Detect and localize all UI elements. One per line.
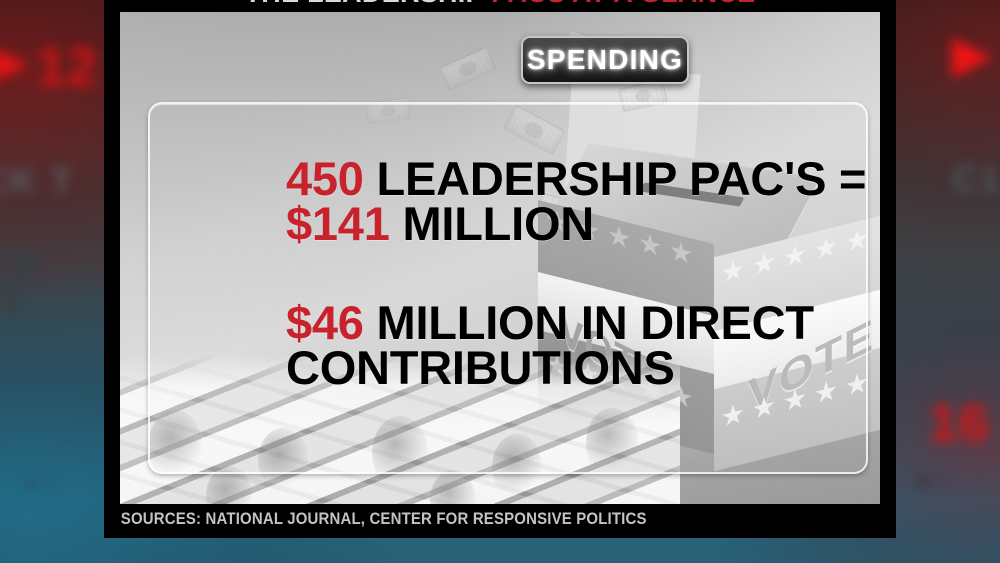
sources-label: SOURCES: NATIONAL JOURNAL, CENTER FOR RE…	[120, 509, 647, 528]
play-triangle-right-icon	[952, 38, 992, 78]
stat-text: MILLION	[389, 197, 594, 251]
stat-line: $46 MILLION IN DIRECT	[286, 299, 866, 346]
stat-line: 450 LEADERSHIP PAC'S =	[286, 155, 866, 202]
falling-bill	[438, 46, 498, 92]
stat-highlight: $141	[286, 197, 390, 251]
background-number-16: 16	[928, 393, 991, 453]
play-triangle-left-icon	[0, 48, 28, 82]
background-ticker-right: ▸ ▪	[920, 470, 950, 492]
stat-text: CONTRIBUTIONS	[286, 341, 675, 395]
stat-highlight: 450	[286, 152, 364, 205]
background-number-7: 7	[0, 231, 44, 333]
background-ticker-left: ▸ ▪	[28, 472, 58, 494]
stat-highlight: $46	[286, 296, 364, 350]
spending-badge: SPENDING	[521, 36, 689, 84]
headline-accent: PACS AT A GLANCE	[491, 0, 755, 8]
falling-bill	[364, 97, 412, 125]
card-bottom-edge	[104, 534, 896, 538]
statistics-copy: 450 LEADERSHIP PAC'S = $141 MILLION $46 …	[286, 155, 866, 391]
money-pile-portraits	[120, 354, 680, 504]
headline-prefix: THE LEADERSHIP	[245, 0, 492, 8]
direct-contributions-stat: $46 MILLION IN DIRECT CONTRIBUTIONS	[286, 299, 866, 391]
falling-bill	[502, 104, 566, 156]
stat-line: CONTRIBUTIONS	[286, 344, 866, 391]
graphic-card: THE LEADERSHIP PACS AT A GLANCE	[104, 0, 896, 534]
headline-strip: THE LEADERSHIP PACS AT A GLANCE	[104, 0, 896, 12]
background-text-left: CK T	[0, 160, 75, 201]
sources-bar: SOURCES: NATIONAL JOURNAL, CENTER FOR RE…	[112, 504, 888, 534]
leadership-pacs-stat: 450 LEADERSHIP PAC'S = $141 MILLION	[286, 155, 866, 247]
stat-text: LEADERSHIP PAC'S =	[363, 152, 867, 205]
stat-line: $141 MILLION	[286, 200, 866, 247]
stat-text: MILLION IN DIRECT	[363, 296, 815, 350]
background-number-12: 12	[36, 37, 99, 97]
headline-text: THE LEADERSHIP PACS AT A GLANCE	[245, 0, 756, 9]
background-text-right: C1	[952, 158, 1000, 199]
spending-badge-label: SPENDING	[526, 44, 684, 75]
